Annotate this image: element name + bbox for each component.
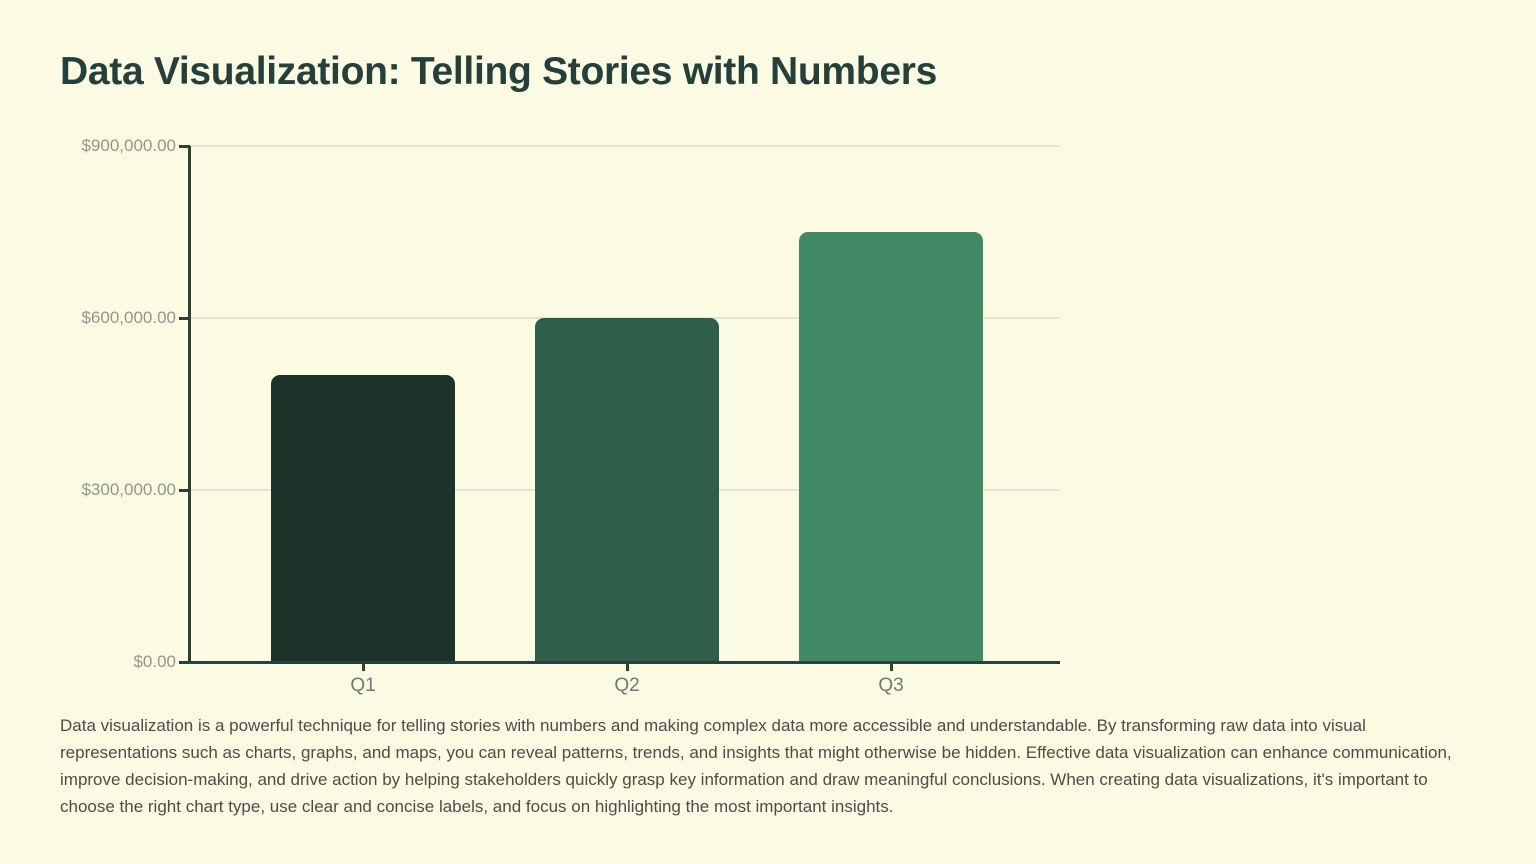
y-axis-line [188,146,191,663]
y-axis-tick [179,489,190,492]
x-axis-label: Q2 [614,675,640,696]
x-axis-label: Q3 [878,675,904,696]
bar-q3 [799,232,983,662]
y-tick-label: $600,000.00 [81,308,176,327]
y-axis-tick [179,317,190,320]
y-tick-label: $0.00 [133,652,176,671]
grid-line [190,145,1060,147]
y-axis-tick [179,145,190,148]
x-axis-tick [362,664,365,671]
x-axis-line [179,661,1060,664]
description-paragraph: Data visualization is a powerful techniq… [60,716,1452,816]
y-tick-label: $900,000.00 [81,136,176,155]
page-title: Data Visualization: Telling Stories with… [60,50,937,93]
x-axis-tick [626,664,629,671]
bar-q2 [535,318,719,662]
x-axis-tick [890,664,893,671]
y-tick-label: $300,000.00 [81,480,176,499]
bar-q1 [271,375,455,662]
x-axis-label: Q1 [350,675,376,696]
